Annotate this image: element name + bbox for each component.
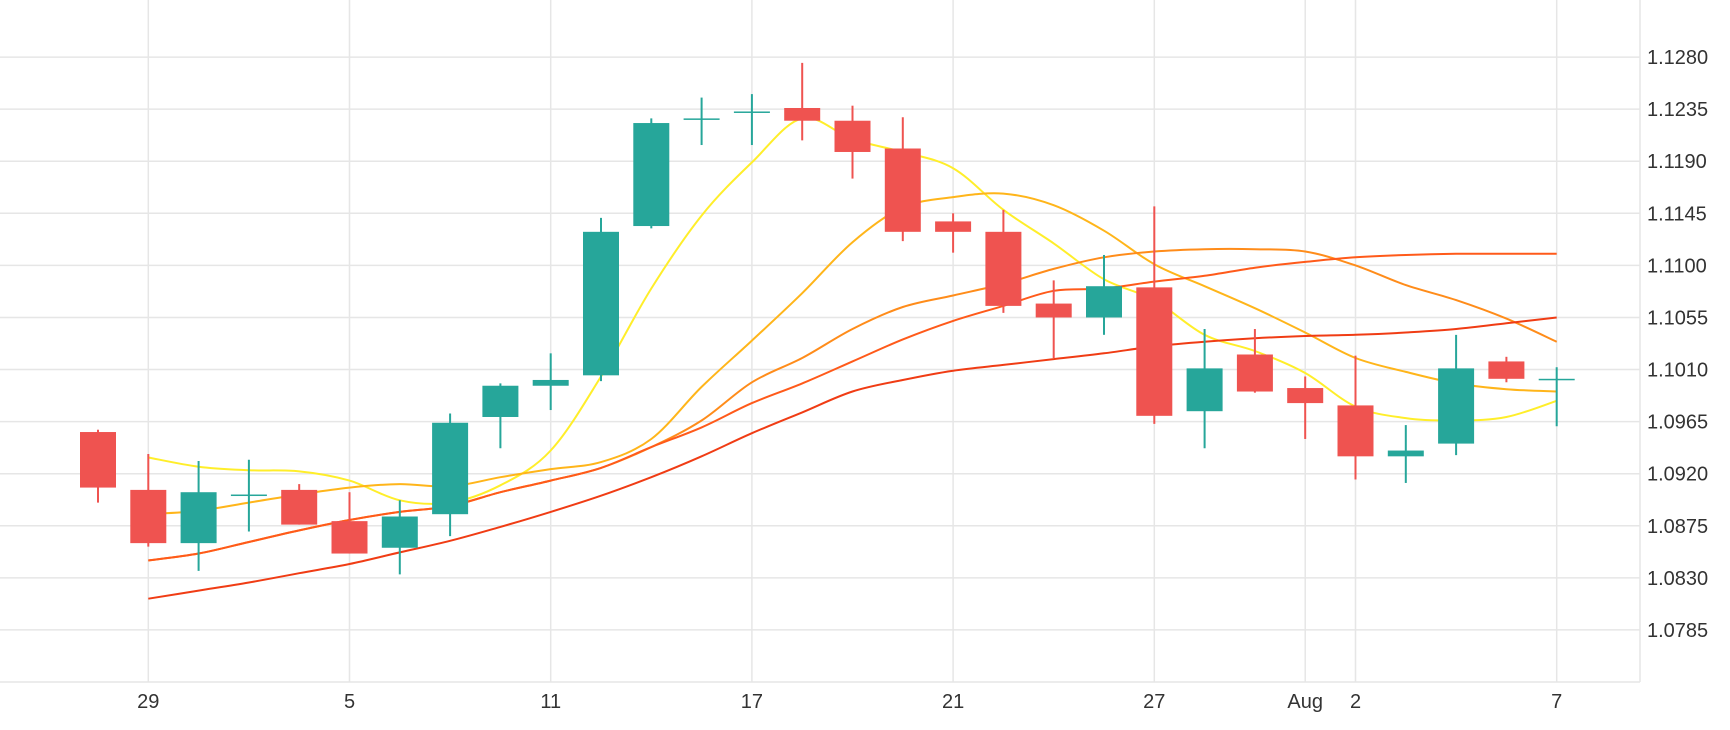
candle-body [482, 385, 519, 417]
candle-body [432, 422, 469, 515]
candle [281, 484, 318, 525]
candle-body [532, 379, 569, 386]
candle-body [834, 120, 871, 152]
candle-body [1438, 368, 1475, 444]
moving-average-line-ma-15 [148, 247, 1558, 562]
candle-body [683, 118, 720, 120]
candle [1035, 280, 1072, 358]
candle [532, 353, 569, 411]
candle [1538, 367, 1575, 427]
x-tick-label: 17 [741, 691, 763, 713]
candle [985, 209, 1022, 313]
moving-average-line-ma-5 [148, 116, 1558, 505]
x-tick-label: 27 [1143, 691, 1165, 713]
candle [130, 454, 167, 547]
candle-body [1086, 286, 1122, 318]
candle [432, 413, 469, 537]
candle [1236, 329, 1273, 393]
y-tick-label: 1.1235 [1647, 99, 1708, 121]
x-tick-label: 21 [942, 691, 964, 713]
x-tick-label: Aug [1287, 691, 1323, 713]
candle-body [1337, 405, 1374, 457]
candle-body [80, 432, 116, 488]
candle [1287, 376, 1324, 439]
y-tick-label: 1.1190 [1647, 151, 1707, 173]
y-tick-label: 1.1280 [1647, 47, 1708, 69]
candle [80, 429, 116, 503]
candle [733, 94, 770, 146]
candle [331, 492, 368, 554]
y-tick-label: 1.0830 [1647, 568, 1708, 590]
candle [583, 217, 619, 382]
y-tick-label: 1.0785 [1647, 620, 1708, 642]
y-tick-label: 1.1145 [1647, 203, 1707, 225]
x-tick-label: 2 [1350, 691, 1361, 713]
candle [784, 62, 821, 141]
candle-body [1186, 368, 1223, 412]
candle-body [130, 489, 167, 544]
candle-body [331, 521, 368, 554]
y-tick-label: 1.0965 [1647, 412, 1708, 434]
y-axis-tick-labels: 1.1280 1.1235 1.1190 1.1145 1.1100 1.1055 1.10… [1647, 47, 1708, 642]
candle [1086, 254, 1122, 335]
candle [230, 459, 267, 532]
gridlines [0, 0, 1640, 682]
candle-body [381, 516, 418, 548]
candle-body [1287, 388, 1324, 404]
moving-average-lines [148, 116, 1558, 600]
candle-body [180, 492, 217, 544]
candle [1438, 334, 1475, 456]
candle-body [935, 221, 972, 232]
candle-body [985, 231, 1022, 306]
candle [180, 460, 217, 571]
candle [1337, 355, 1374, 480]
x-axis-tick-labels: 29 5 11 17 21 27 Aug 2 7 [137, 691, 1562, 713]
y-tick-label: 1.0920 [1647, 464, 1708, 486]
y-tick-label: 1.1100 [1647, 255, 1707, 277]
plot-frame [0, 0, 1641, 683]
candle-body [1488, 361, 1525, 379]
candle-body [230, 494, 267, 497]
moving-average-line-ma-10 [148, 192, 1557, 516]
moving-average-line-ma-20 [148, 252, 1557, 562]
y-tick-label: 1.0875 [1647, 516, 1708, 538]
candle [633, 118, 670, 229]
candle [935, 213, 972, 253]
candle [1387, 425, 1424, 483]
x-tick-label: 5 [344, 691, 355, 713]
candle-body [733, 111, 770, 113]
moving-average-line-ma-30 [148, 316, 1557, 600]
candle-body [281, 489, 318, 525]
candle-body [1136, 287, 1173, 416]
candle-body [633, 123, 670, 227]
x-tick-label: 7 [1551, 691, 1562, 713]
candle [834, 105, 871, 179]
candle [1488, 356, 1525, 383]
candle [683, 97, 720, 146]
x-tick-label: 29 [137, 691, 159, 713]
candle-body [884, 148, 921, 232]
candle-body [1035, 303, 1072, 318]
candle [1186, 329, 1223, 449]
y-tick-label: 1.1055 [1647, 307, 1708, 329]
x-tick-label: 11 [540, 691, 561, 713]
candle-body [1236, 354, 1273, 392]
candle-body [1538, 378, 1575, 381]
candle-body [784, 107, 821, 121]
candle [381, 500, 418, 575]
candle [1136, 206, 1173, 424]
candle [884, 117, 921, 242]
candle-body [583, 231, 619, 376]
candle-body [1387, 450, 1424, 457]
candles [80, 62, 1575, 575]
candle [482, 383, 519, 449]
y-tick-label: 1.1010 [1647, 360, 1708, 382]
